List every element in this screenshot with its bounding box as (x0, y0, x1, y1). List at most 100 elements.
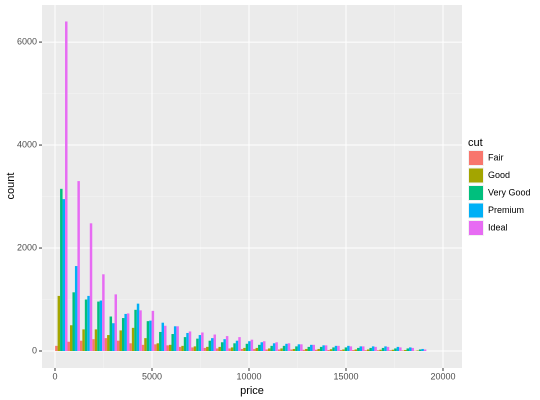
bar (198, 335, 202, 352)
bar (418, 349, 422, 352)
bar (99, 300, 103, 352)
legend-label: Fair (488, 152, 504, 162)
bar (391, 349, 395, 352)
bar (404, 349, 407, 352)
bar (394, 348, 397, 352)
bar (272, 343, 276, 352)
bar (124, 313, 127, 352)
bar (134, 309, 137, 352)
bar (211, 338, 214, 352)
y-tick-label: 6000 (17, 36, 37, 46)
legend-swatch (469, 186, 483, 200)
bar (292, 348, 296, 352)
bar (349, 346, 353, 352)
bar (411, 347, 414, 352)
bar (416, 350, 419, 352)
bar (329, 349, 333, 352)
bar (188, 331, 192, 352)
bar (386, 346, 390, 352)
bar (376, 350, 380, 352)
bar (84, 299, 88, 352)
bar (186, 332, 189, 352)
bar (139, 310, 142, 352)
bar (178, 346, 182, 352)
bar (193, 346, 197, 352)
bar (79, 340, 83, 352)
bar (352, 349, 355, 352)
bar (327, 349, 330, 352)
panel (42, 5, 462, 368)
bar (260, 342, 264, 352)
bar (379, 349, 382, 352)
bar (253, 348, 256, 352)
bar (191, 347, 194, 352)
bar (344, 347, 348, 352)
bar (149, 320, 152, 352)
bar (401, 350, 405, 352)
bar (238, 337, 241, 352)
bar (141, 344, 145, 352)
bar (131, 327, 135, 352)
bar (285, 343, 288, 352)
bar (362, 346, 365, 352)
bar (255, 347, 259, 352)
x-tick-label: 5000 (142, 371, 162, 381)
bar (297, 344, 301, 352)
bar (126, 313, 130, 352)
bar (406, 348, 410, 352)
bar (67, 341, 70, 352)
bar (332, 347, 335, 352)
bar (206, 346, 209, 352)
legend-label: Good (488, 170, 510, 180)
bar (245, 343, 249, 352)
bar (171, 334, 174, 352)
x-tick-label: 20000 (430, 371, 455, 381)
bar (129, 343, 132, 352)
legend-label: Premium (488, 205, 524, 215)
bar (359, 346, 363, 352)
bar (116, 340, 120, 352)
bar (74, 266, 78, 352)
bar (223, 339, 226, 352)
bar (389, 350, 392, 352)
bar (159, 331, 162, 352)
bar (220, 342, 224, 352)
bar (196, 338, 199, 352)
bar (146, 321, 150, 352)
bar (119, 330, 122, 352)
bar (176, 326, 179, 352)
bar (287, 343, 291, 352)
bar (423, 349, 427, 352)
bar (300, 344, 303, 352)
bar (121, 318, 125, 352)
bar (65, 21, 68, 352)
bar (89, 223, 93, 352)
bar (233, 343, 236, 352)
bar (94, 329, 98, 352)
bar (161, 322, 165, 352)
bar (57, 295, 61, 352)
bar (201, 332, 204, 352)
bar (369, 347, 372, 352)
bar (114, 294, 117, 352)
bar (371, 346, 375, 352)
legend-swatch (469, 221, 483, 235)
bar (319, 346, 323, 352)
bar (228, 348, 231, 352)
bar (240, 348, 244, 352)
bar (381, 347, 385, 352)
bar (305, 348, 308, 352)
x-tick-label: 0 (52, 371, 57, 381)
bar (354, 349, 358, 352)
y-tick-label: 0 (32, 345, 37, 355)
bar (347, 345, 350, 352)
bar (312, 344, 315, 352)
legend-swatch (469, 151, 483, 165)
bar (337, 345, 340, 352)
bar (339, 349, 343, 352)
bar (225, 336, 229, 352)
bar (107, 335, 110, 352)
bar (317, 348, 320, 352)
